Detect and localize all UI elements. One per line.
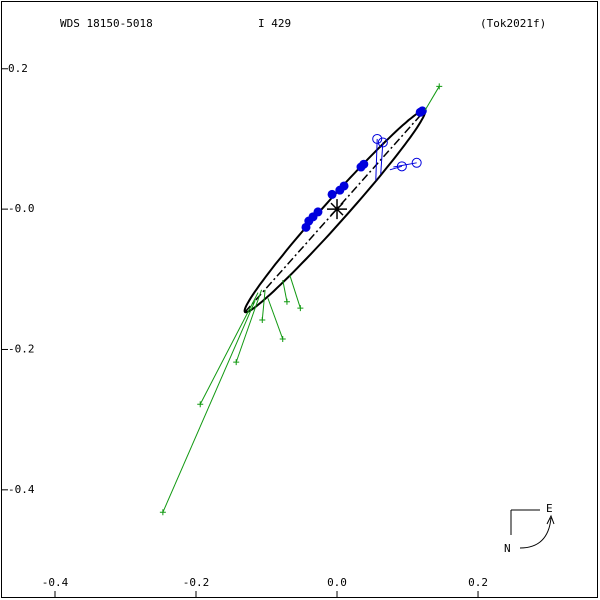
observation-open: [372, 133, 383, 144]
residual-line: [424, 86, 440, 111]
observation-plus: [279, 335, 286, 342]
y-tick-label: -0.0: [8, 202, 35, 215]
observation-plus: [297, 305, 304, 312]
observation-filled: [417, 106, 427, 116]
compass-north: N: [504, 542, 511, 555]
y-tick-label: -0.2: [8, 342, 35, 355]
residual-line: [393, 162, 417, 168]
observation-plus: [233, 359, 240, 366]
residual-line: [380, 142, 384, 175]
observation-filled: [335, 185, 345, 195]
residual-line: [267, 298, 284, 340]
observation-filled: [301, 222, 311, 232]
x-tick-label: -0.4: [42, 576, 69, 589]
observation-open: [411, 157, 422, 168]
x-tick-label: 0.0: [327, 576, 347, 589]
compass-east: E: [546, 502, 553, 515]
primary-star: [327, 199, 348, 220]
residual-line: [162, 300, 256, 513]
y-tick-label: -0.4: [8, 483, 35, 496]
compass-arrow: [519, 517, 552, 549]
residual-line: [199, 292, 259, 405]
residual-line: [375, 138, 378, 181]
residual-line: [235, 289, 263, 363]
x-tick-label: 0.2: [468, 576, 488, 589]
reference: (Tok2021f): [480, 17, 546, 30]
observation-open: [377, 137, 388, 148]
observation-plus: [283, 298, 290, 305]
observation-plus: [159, 509, 166, 516]
compass: [510, 509, 555, 549]
chart-title: WDS 18150-5018: [60, 17, 153, 30]
residual-line: [282, 279, 288, 302]
subtitle: I 429: [258, 17, 291, 30]
observation-plus: [436, 83, 443, 90]
residual-line: [389, 165, 403, 171]
residual-line: [289, 274, 301, 309]
y-tick-label: 0.2: [8, 62, 28, 75]
observation-plus: [259, 317, 266, 323]
observation-plus: [197, 401, 204, 408]
x-tick-label: -0.2: [183, 576, 210, 589]
orbit-ellipse: [243, 109, 427, 314]
observation-filled: [356, 162, 366, 172]
observation-filled: [327, 189, 337, 199]
compass-arrowhead: [546, 514, 555, 525]
residual-line: [261, 289, 266, 321]
